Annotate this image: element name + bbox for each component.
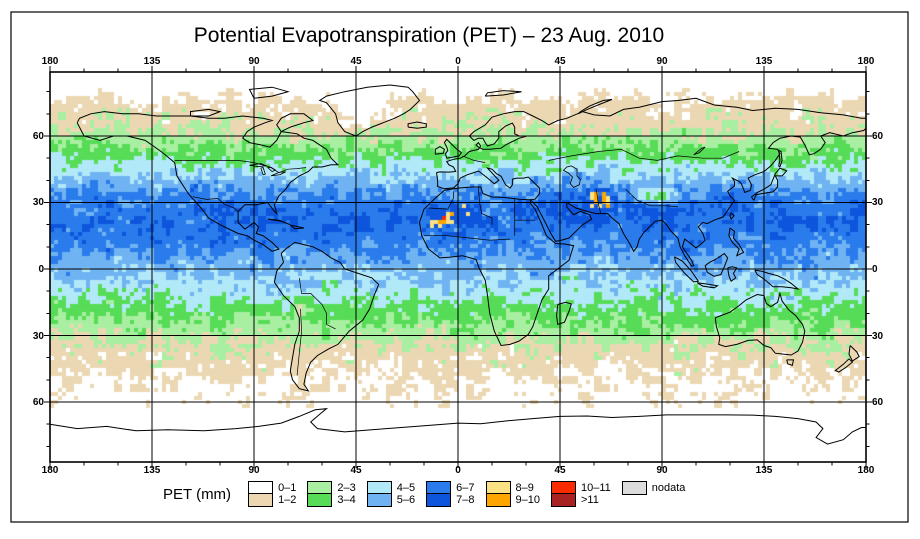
lon-tick-label-top: 180 (41, 56, 59, 67)
legend: PET (mm) 0–1 1–2 2–3 3–4 4–5 5–6 6–7 7–8 8–9 9–10… (163, 480, 696, 507)
lon-tick-label-bottom: 90 (656, 465, 668, 476)
legend-entry-label: 6–7 (456, 481, 475, 494)
legend-entry: 4–5 (366, 480, 416, 495)
legend-entry-label: 1–2 (278, 493, 297, 506)
lat-tick-label-right: 60 (872, 130, 884, 142)
figure-border (10, 11, 909, 523)
legend-column: 2–3 3–4 (307, 480, 356, 507)
legend-entry-label: 2–3 (337, 481, 356, 494)
legend-swatch (485, 492, 511, 507)
legend-entry: 6–7 (426, 480, 475, 495)
grid-lines (50, 72, 866, 462)
legend-swatch (366, 492, 392, 507)
legend-entry-label: 3–4 (337, 493, 356, 506)
lon-tick-label-top: 135 (755, 56, 773, 67)
lat-tick-label-right: 0 (872, 264, 878, 275)
legend-entry-label: 4–5 (396, 481, 416, 494)
legend-entry-label: nodata (651, 481, 686, 494)
legend-entry-label: >11 (580, 493, 599, 506)
legend-column: 6–7 7–8 (426, 480, 475, 507)
legend-entry: >11 (550, 492, 611, 507)
lon-tick-label-bottom: 135 (755, 465, 773, 476)
legend-entry: 3–4 (307, 492, 356, 507)
legend-swatch (307, 492, 333, 507)
lat-tick-label-left: 60 (32, 130, 44, 142)
legend-title: PET (mm) (163, 486, 232, 503)
legend-entry-label: 10–11 (580, 481, 611, 494)
lon-tick-label-bottom: 180 (41, 465, 59, 476)
map-frame (49, 71, 867, 463)
legend-entry: 1–2 (248, 492, 297, 507)
legend-entry-label: 5–6 (396, 493, 416, 506)
lat-tick-label-right: 60 (872, 397, 884, 408)
lon-tick-label-bottom: 90 (248, 465, 260, 476)
lon-tick-label-top: 90 (248, 56, 260, 67)
lon-tick-label-bottom: 45 (554, 465, 566, 476)
lat-tick-label-right: 30 (872, 197, 884, 209)
lat-tick-label-right: 30 (872, 330, 884, 342)
legend-column-nodata: nodata (621, 480, 686, 495)
legend-entry: 7–8 (426, 492, 475, 507)
country-borders (174, 148, 740, 376)
legend-entry-label: 9–10 (515, 493, 540, 506)
legend-entry: 9–10 (485, 492, 540, 507)
legend-swatch (248, 492, 274, 507)
legend-column: 10–11 >11 (550, 480, 611, 507)
lon-tick-label-top: 45 (554, 56, 566, 67)
lon-tick-label-top: 90 (656, 56, 668, 67)
legend-entry-label: 0–1 (278, 481, 297, 494)
lat-tick-label-left: 30 (32, 197, 44, 209)
lon-tick-label-top: 45 (350, 56, 362, 67)
figure-title: Potential Evapotranspiration (PET) – 23 … (193, 24, 665, 47)
legend-entry: nodata (621, 480, 686, 495)
legend-column: 4–5 5–6 (366, 480, 416, 507)
legend-entry-label: 7–8 (456, 493, 475, 506)
legend-swatch (621, 480, 647, 495)
lat-tick-label-left: 60 (32, 397, 44, 408)
lon-tick-label-bottom: 45 (350, 465, 362, 476)
legend-entry-label: 8–9 (515, 481, 534, 494)
lon-tick-label-bottom: 0 (455, 465, 461, 476)
lon-tick-label-top: 0 (455, 56, 461, 67)
lon-tick-label-bottom: 135 (143, 465, 161, 476)
legend-column: 0–1 1–2 (248, 480, 297, 507)
legend-entry: 0–1 (248, 480, 297, 495)
legend-swatch (550, 492, 576, 507)
lon-tick-label-bottom: 180 (857, 465, 875, 476)
lon-tick-label-top: 135 (143, 56, 161, 67)
legend-column: 8–9 9–10 (485, 480, 540, 507)
lon-tick-label-top: 180 (857, 56, 875, 67)
lakes (249, 146, 706, 188)
lat-tick-label-left: 0 (38, 264, 44, 275)
legend-entry: 5–6 (366, 492, 416, 507)
coastlines (49, 84, 867, 445)
legend-swatch (426, 492, 452, 507)
lat-tick-label-left: 30 (32, 330, 44, 342)
